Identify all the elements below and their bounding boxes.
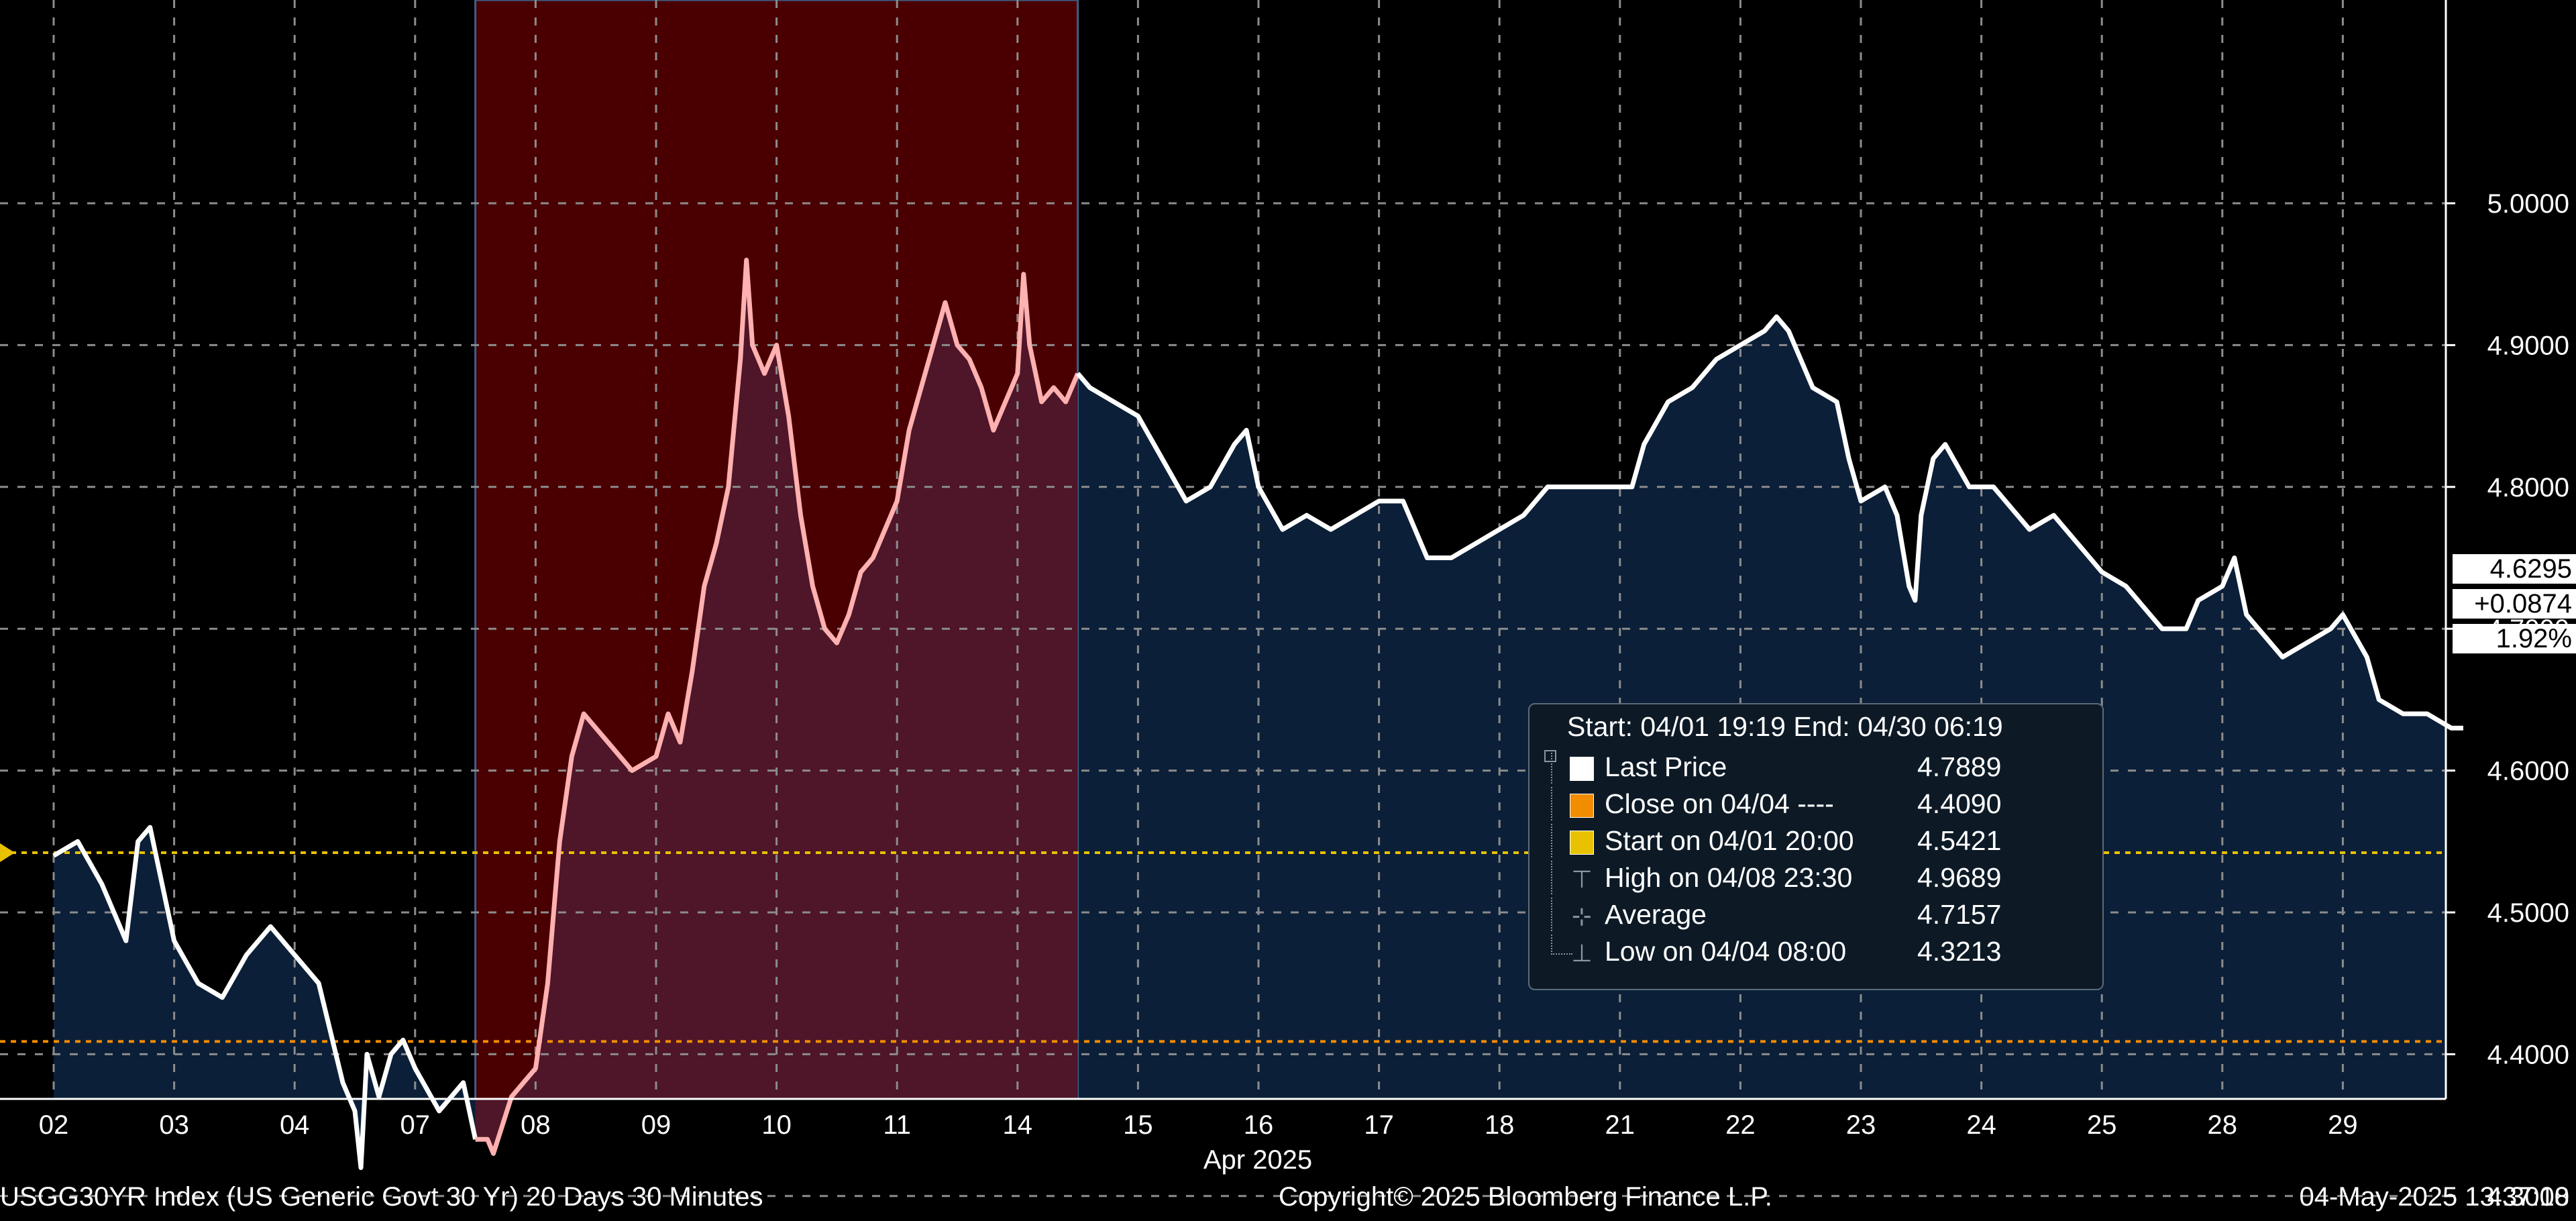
percent-tag: 1.92%: [2453, 624, 2576, 653]
series-line-after: [1075, 314, 2463, 731]
legend-row: Last Price 4.7889: [1529, 749, 2102, 786]
legend-row: ⊹ Average 4.7157: [1529, 896, 2102, 933]
x-tick-label-5: 09: [641, 1110, 672, 1140]
high-marker-icon: ⊤: [1571, 865, 1593, 893]
legend-label: High on 04/08 23:30: [1605, 862, 1853, 893]
x-tick-label-13: 21: [1605, 1110, 1635, 1140]
highlight-period-area: [475, 260, 1078, 1154]
x-tick-label-1: 03: [159, 1110, 189, 1140]
legend-label: Average: [1605, 899, 1707, 930]
series-line-highlight: [475, 258, 1080, 1156]
footer-timestamp: 04-May-2025 13:37:18: [2299, 1182, 2570, 1212]
avg-marker-icon: ⊹: [1571, 902, 1593, 930]
last-price-tag: 4.6295: [2453, 554, 2576, 584]
legend-swatch: [1570, 794, 1594, 818]
last-price-value: 4.6295: [2489, 554, 2572, 584]
legend-label: Last Price: [1605, 751, 1727, 782]
legend-header: Start: 04/01 19:19 End: 04/30 06:19: [1567, 711, 2003, 742]
legend-label: Close on 04/04 ----: [1605, 788, 1834, 819]
y-tick-label-1: 4.4000: [2487, 1040, 2569, 1069]
x-tick-label-12: 18: [1485, 1110, 1515, 1140]
y-tick-label-5: 4.8000: [2487, 473, 2569, 502]
y-tick-label-3: 4.6000: [2487, 757, 2569, 786]
y-tick-label-0: 4.3000: [2487, 1182, 2569, 1212]
x-tick-label-3: 07: [400, 1110, 431, 1140]
reference-lines: [0, 843, 2446, 1043]
x-tick-label-15: 23: [1846, 1110, 1876, 1140]
legend-row: ⊤ High on 04/08 23:30 4.9689: [1529, 859, 2102, 896]
footer-security: USGG30YR Index (US Generic Govt 30 Yr) 2…: [0, 1182, 763, 1212]
collapse-icon[interactable]: [1544, 750, 1556, 762]
x-tick-label-7: 11: [883, 1110, 911, 1140]
tree-connector-icon: [1551, 898, 1572, 931]
tree-connector-icon: [1551, 787, 1572, 820]
change-tag: +0.0874: [2453, 589, 2576, 619]
legend-row: ⊥ Low on 04/04 08:00 4.3213: [1529, 933, 2102, 970]
legend-label: Start on 04/01 20:00: [1605, 825, 1854, 856]
x-tick-label-4: 08: [521, 1110, 551, 1140]
legend-row: Start on 04/01 20:00 4.5421: [1529, 822, 2102, 859]
x-tick-label-6: 10: [761, 1110, 792, 1140]
legend-value: 4.5421: [1917, 825, 2002, 856]
x-tick-label-0: 02: [39, 1110, 69, 1140]
legend-swatch: [1570, 757, 1594, 781]
tree-connector-icon: [1551, 935, 1572, 955]
legend-panel: Start: 04/01 19:19 End: 04/30 06:19 Last…: [1528, 703, 2104, 990]
y-tick-label-7: 5.0000: [2487, 189, 2569, 219]
legend-swatch: [1570, 831, 1594, 855]
legend-row: Close on 04/04 ---- 4.4090: [1529, 786, 2102, 822]
start-marker: [0, 843, 15, 863]
footer-copyright: Copyright© 2025 Bloomberg Finance L.P.: [1279, 1182, 1772, 1212]
y-tick-label-6: 4.9000: [2487, 331, 2569, 360]
legend-value: 4.7889: [1917, 751, 2002, 782]
low-marker-icon: ⊥: [1571, 939, 1593, 967]
tree-connector-icon: [1551, 861, 1572, 894]
change-value: +0.0874: [2474, 589, 2572, 619]
x-tick-label-19: 29: [2328, 1110, 2358, 1140]
x-axis-label: Apr 2025: [1203, 1145, 1312, 1175]
x-tick-label-17: 25: [2087, 1110, 2117, 1140]
legend-value: 4.7157: [1917, 899, 2002, 930]
legend-label: Low on 04/04 08:00: [1605, 936, 1847, 967]
x-tick-label-14: 22: [1725, 1110, 1756, 1140]
tree-connector-icon: [1551, 824, 1572, 857]
series-line-before: [52, 825, 478, 1170]
percent-value: 1.92%: [2496, 624, 2572, 653]
x-tick-label-11: 17: [1364, 1110, 1394, 1140]
tree-connector-icon: [1551, 750, 1572, 784]
x-tick-label-9: 15: [1123, 1110, 1153, 1140]
legend-value: 4.3213: [1917, 936, 2002, 967]
x-tick-label-10: 16: [1244, 1110, 1274, 1140]
legend-value: 4.9689: [1917, 862, 2002, 893]
x-tick-label-18: 28: [2208, 1110, 2238, 1140]
legend-value: 4.4090: [1917, 788, 2002, 819]
x-tick-label-8: 14: [1003, 1110, 1033, 1140]
series-layer: [52, 258, 2463, 1170]
x-tick-label-2: 04: [280, 1110, 310, 1140]
x-tick-label-16: 24: [1966, 1110, 1996, 1140]
y-tick-label-2: 4.5000: [2487, 898, 2569, 928]
